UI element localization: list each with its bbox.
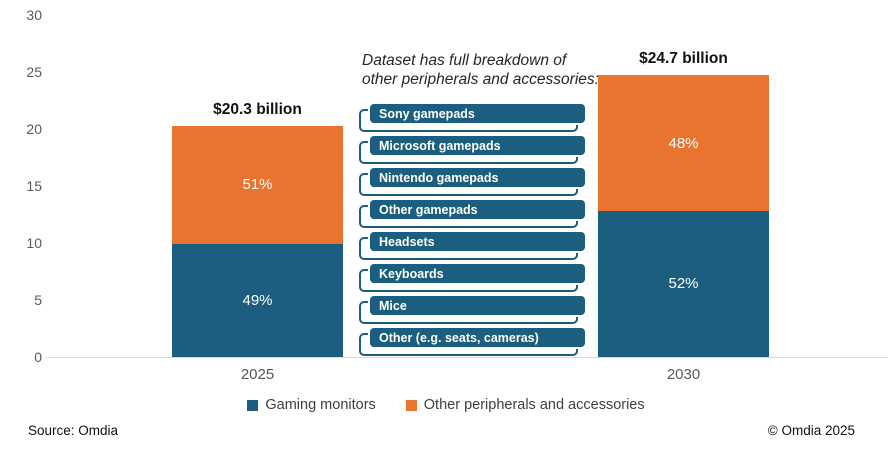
legend-label: Gaming monitors <box>265 397 376 413</box>
copyright-note: © Omdia 2025 <box>767 423 855 438</box>
x-axis-line <box>46 357 888 358</box>
source-note: Source: Omdia <box>28 423 119 438</box>
breakdown-item: Microsoft gamepads <box>359 134 587 164</box>
y-axis-tick-label: 10 <box>26 235 42 251</box>
segment-percent-label: 52% <box>668 275 699 293</box>
bar-2025-segment-other-peripherals-and-accessories: 51% <box>172 125 343 244</box>
y-axis-tick-label: 30 <box>26 7 42 23</box>
y-axis-tick-label: 5 <box>34 292 42 308</box>
breakdown-item: Sony gamepads <box>359 102 587 132</box>
bar-2025-segment-gaming-monitors: 49% <box>172 243 343 357</box>
legend-item-other-peripherals-and-accessories: Other peripherals and accessories <box>405 397 645 413</box>
y-axis-tick-label: 15 <box>26 178 42 194</box>
legend-swatch <box>247 399 259 411</box>
breakdown-item-box: Mice <box>368 294 587 317</box>
bar-2025: 51% 49% <box>172 125 343 357</box>
breakdown-item: Other gamepads <box>359 198 587 228</box>
breakdown-item: Keyboards <box>359 262 587 292</box>
breakdown-item-label: Other gamepads <box>379 202 478 217</box>
legend-label: Other peripherals and accessories <box>423 397 645 413</box>
annotation-text: Dataset has full breakdown of other peri… <box>362 51 599 89</box>
breakdown-item-box: Other gamepads <box>368 198 587 221</box>
breakdown-list: Sony gamepads Microsoft gamepads Nintendo … <box>359 102 587 358</box>
breakdown-item-label: Nintendo gamepads <box>379 170 499 185</box>
breakdown-item-label: Other (e.g. seats, cameras) <box>379 330 539 345</box>
y-axis-tick-label: 25 <box>26 64 42 80</box>
x-axis-category-label: 2025 <box>240 366 275 383</box>
segment-percent-label: 51% <box>242 176 273 194</box>
annotation-line-2: other peripherals and accessories: <box>362 71 599 88</box>
y-axis-tick-label: 20 <box>26 121 42 137</box>
chart-legend: Gaming monitors Other peripherals and acc… <box>0 397 892 413</box>
breakdown-item: Mice <box>359 294 587 324</box>
breakdown-item-label: Sony gamepads <box>379 106 475 121</box>
legend-swatch <box>405 399 417 411</box>
annotation-line-1: Dataset has full breakdown of <box>362 52 567 69</box>
breakdown-item: Other (e.g. seats, cameras) <box>359 326 587 356</box>
x-axis-category-label: 2030 <box>666 366 701 383</box>
bar-2030-segment-other-peripherals-and-accessories: 48% <box>598 75 769 211</box>
breakdown-item-label: Microsoft gamepads <box>379 138 501 153</box>
breakdown-item-label: Mice <box>379 298 407 313</box>
breakdown-item-box: Keyboards <box>368 262 587 285</box>
segment-percent-label: 49% <box>242 291 273 309</box>
breakdown-item: Headsets <box>359 230 587 260</box>
breakdown-item-label: Keyboards <box>379 266 444 281</box>
bar-total-label-2030: $24.7 billion <box>639 50 728 68</box>
bar-2030-segment-gaming-monitors: 52% <box>598 210 769 357</box>
breakdown-item-box: Other (e.g. seats, cameras) <box>368 326 587 349</box>
breakdown-item-label: Headsets <box>379 234 435 249</box>
bar-total-label-2025: $20.3 billion <box>213 100 302 118</box>
breakdown-item-box: Nintendo gamepads <box>368 166 587 189</box>
segment-percent-label: 48% <box>668 134 699 152</box>
legend-item-gaming-monitors: Gaming monitors <box>247 397 376 413</box>
breakdown-item: Nintendo gamepads <box>359 166 587 196</box>
bar-2030: 48% 52% <box>598 75 769 357</box>
y-axis-tick-label: 0 <box>34 349 42 365</box>
breakdown-item-box: Microsoft gamepads <box>368 134 587 157</box>
breakdown-item-box: Headsets <box>368 230 587 253</box>
breakdown-item-box: Sony gamepads <box>368 102 587 125</box>
